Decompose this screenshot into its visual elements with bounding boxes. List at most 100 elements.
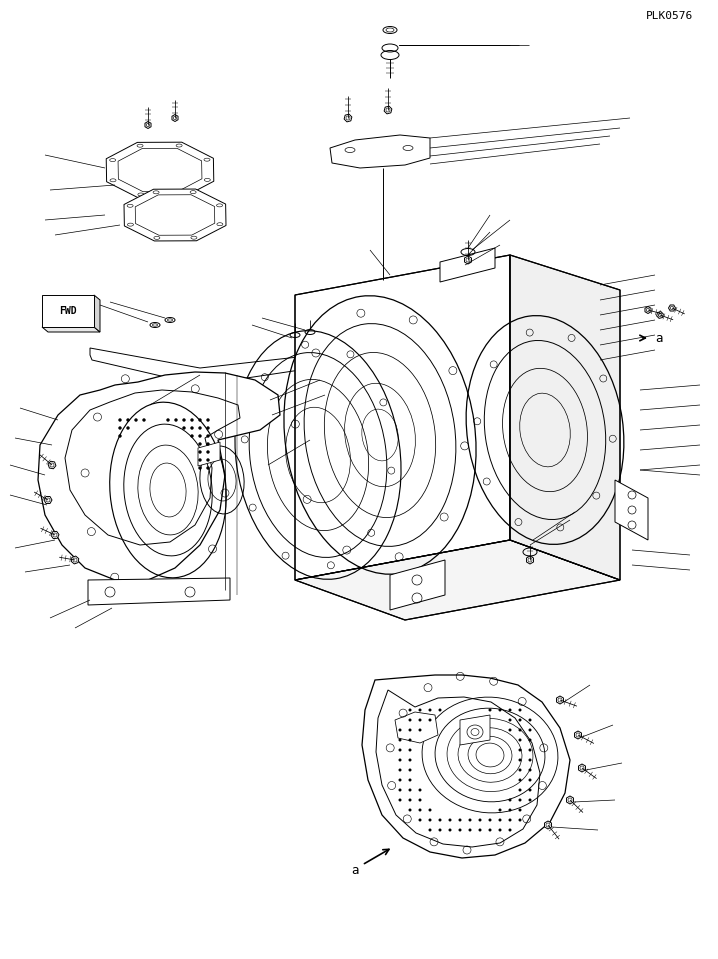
Circle shape	[509, 719, 510, 721]
Circle shape	[419, 729, 421, 731]
Circle shape	[207, 419, 209, 421]
Circle shape	[119, 427, 121, 429]
Circle shape	[499, 819, 500, 821]
Polygon shape	[544, 821, 551, 829]
Polygon shape	[344, 114, 352, 122]
Polygon shape	[318, 350, 348, 362]
Circle shape	[409, 719, 411, 721]
Polygon shape	[330, 135, 430, 168]
Circle shape	[439, 819, 441, 821]
Polygon shape	[460, 715, 490, 745]
Circle shape	[469, 819, 471, 821]
Polygon shape	[118, 149, 202, 192]
Circle shape	[529, 729, 531, 731]
Polygon shape	[574, 731, 582, 739]
Circle shape	[119, 435, 121, 437]
Polygon shape	[395, 712, 438, 743]
Circle shape	[489, 710, 491, 711]
Circle shape	[460, 819, 461, 821]
Circle shape	[519, 769, 521, 771]
Polygon shape	[42, 295, 94, 327]
Circle shape	[199, 435, 201, 437]
Circle shape	[143, 419, 145, 421]
Polygon shape	[145, 122, 151, 129]
Circle shape	[119, 419, 121, 421]
Polygon shape	[295, 540, 620, 620]
Circle shape	[135, 419, 137, 421]
Circle shape	[409, 749, 411, 751]
Polygon shape	[198, 442, 220, 466]
Circle shape	[509, 799, 510, 801]
Circle shape	[509, 809, 510, 810]
Circle shape	[449, 819, 451, 821]
Circle shape	[409, 789, 411, 791]
Polygon shape	[645, 307, 651, 314]
Circle shape	[419, 789, 421, 791]
Text: PLK0576: PLK0576	[645, 12, 693, 21]
Polygon shape	[668, 305, 676, 311]
Circle shape	[399, 749, 401, 751]
Circle shape	[399, 769, 401, 771]
Circle shape	[529, 749, 531, 751]
Circle shape	[199, 467, 201, 469]
Circle shape	[519, 780, 521, 781]
Circle shape	[175, 419, 177, 421]
Polygon shape	[71, 556, 79, 564]
Circle shape	[499, 809, 500, 810]
Circle shape	[127, 427, 129, 429]
Circle shape	[207, 459, 209, 461]
Circle shape	[509, 710, 510, 711]
Circle shape	[409, 739, 411, 740]
Circle shape	[529, 769, 531, 771]
Circle shape	[127, 419, 129, 421]
Circle shape	[191, 435, 193, 437]
Polygon shape	[124, 189, 226, 241]
Circle shape	[207, 467, 209, 469]
Polygon shape	[106, 142, 214, 198]
Circle shape	[439, 710, 441, 711]
Polygon shape	[510, 255, 620, 580]
Polygon shape	[135, 195, 215, 235]
Polygon shape	[465, 256, 472, 264]
Circle shape	[519, 819, 521, 821]
Circle shape	[529, 739, 531, 740]
Circle shape	[191, 427, 193, 429]
Circle shape	[167, 419, 169, 421]
Polygon shape	[567, 796, 574, 804]
Circle shape	[207, 427, 209, 429]
Polygon shape	[94, 295, 100, 332]
Circle shape	[489, 819, 491, 821]
Circle shape	[509, 729, 510, 731]
Circle shape	[399, 739, 401, 740]
Circle shape	[519, 729, 521, 731]
Circle shape	[479, 819, 481, 821]
Circle shape	[199, 427, 201, 429]
Polygon shape	[362, 675, 570, 858]
Circle shape	[429, 719, 431, 721]
Polygon shape	[88, 578, 230, 605]
Circle shape	[399, 729, 401, 731]
Circle shape	[419, 710, 421, 711]
Circle shape	[409, 799, 411, 801]
Circle shape	[519, 789, 521, 791]
Circle shape	[409, 710, 411, 711]
Circle shape	[409, 769, 411, 771]
Polygon shape	[44, 497, 52, 503]
Circle shape	[519, 710, 521, 711]
Polygon shape	[295, 255, 510, 580]
Circle shape	[429, 809, 431, 810]
Circle shape	[409, 809, 411, 810]
Circle shape	[409, 780, 411, 781]
Circle shape	[519, 749, 521, 751]
Circle shape	[207, 443, 209, 445]
Polygon shape	[657, 312, 663, 318]
Polygon shape	[384, 106, 392, 114]
Circle shape	[429, 819, 431, 821]
Circle shape	[191, 419, 193, 421]
Polygon shape	[376, 690, 540, 847]
Polygon shape	[172, 114, 178, 122]
Circle shape	[207, 435, 209, 437]
Circle shape	[419, 809, 421, 810]
Text: a: a	[351, 863, 359, 877]
Polygon shape	[48, 461, 56, 469]
